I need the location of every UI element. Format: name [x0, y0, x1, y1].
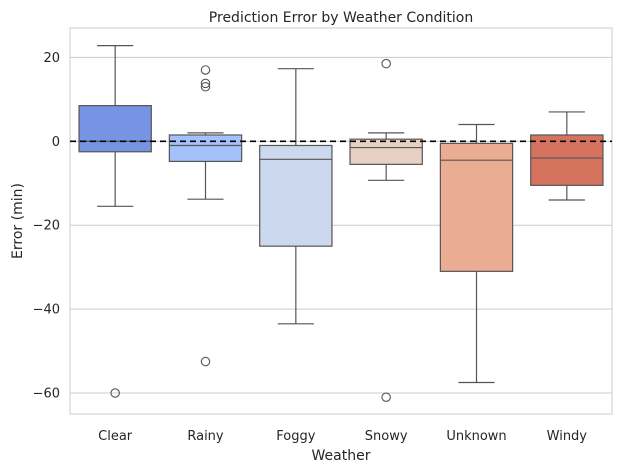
y-tick-label: −60	[33, 387, 60, 402]
box	[259, 144, 333, 247]
outlier-point	[381, 58, 391, 69]
y-tick-label: 20	[43, 51, 60, 66]
outlier-point	[200, 81, 211, 92]
y-axis-ticks: 20 0 −20 −40 −60	[33, 51, 60, 402]
outlier-point	[110, 388, 120, 398]
x-axis-ticks: Clear Rainy Foggy Snowy Unknown Windy	[98, 429, 587, 444]
outlier-point	[381, 392, 391, 402]
box	[168, 134, 243, 163]
box	[349, 138, 423, 165]
box-group	[530, 111, 604, 201]
chart-title: Prediction Error by Weather Condition	[209, 10, 473, 26]
plot-area	[69, 27, 613, 415]
x-axis-label: Weather	[312, 448, 371, 464]
x-tick-label: Windy	[547, 429, 588, 444]
x-tick-label: Snowy	[365, 429, 408, 444]
box	[78, 105, 152, 153]
x-tick-label: Rainy	[187, 429, 224, 444]
y-axis-label: Error (min)	[10, 183, 26, 259]
boxes	[78, 45, 604, 402]
y-tick-label: −20	[33, 219, 60, 234]
outlier-point	[200, 78, 211, 89]
y-tick-label: 0	[52, 135, 60, 150]
x-tick-label: Unknown	[446, 429, 506, 444]
box-group	[439, 123, 514, 384]
box-group	[168, 65, 243, 367]
y-tick-label: −40	[33, 303, 60, 318]
outlier-point	[200, 65, 211, 75]
x-tick-label: Foggy	[276, 429, 315, 444]
outlier-point	[200, 356, 211, 367]
box-group	[259, 68, 333, 325]
box-group	[349, 58, 423, 402]
box	[530, 134, 604, 186]
box	[439, 142, 514, 272]
x-tick-label: Clear	[98, 429, 133, 444]
